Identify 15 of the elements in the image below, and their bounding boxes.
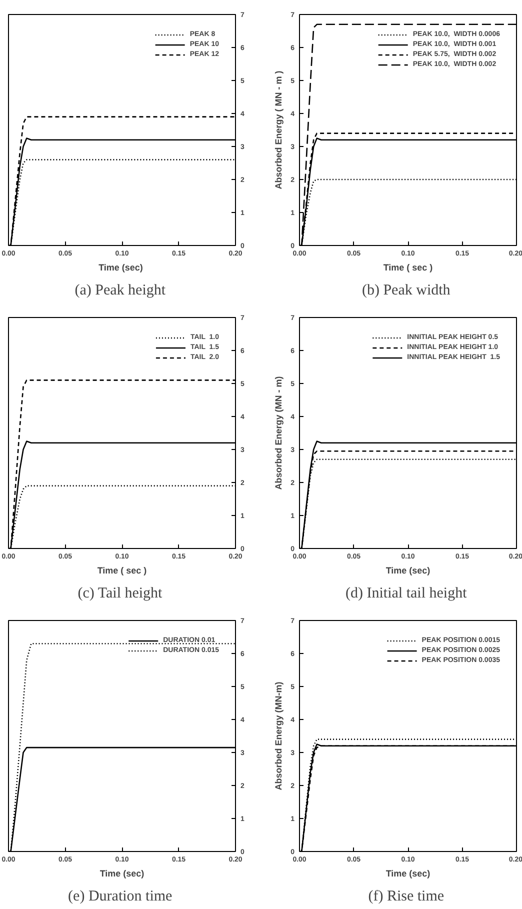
text: (d) Initial tail height — [346, 586, 468, 602]
text: (b) Peak width — [362, 282, 451, 298]
y-axis-title: Absorbed Energy (MN-m) — [274, 682, 284, 790]
text: (f) Rise time — [368, 888, 444, 904]
x-axis-title: Time (sec) — [98, 262, 143, 272]
text: (c) Tail height — [78, 586, 164, 602]
text: (a) Peak height — [74, 282, 166, 298]
x-axis-title: Time (sec) — [386, 566, 430, 576]
y-axis-title: Absorbed Energy ( MN - m ) — [274, 70, 284, 190]
x-axis-title: Time ( sec ) — [97, 566, 147, 576]
text: (e) Duration time — [68, 888, 173, 904]
x-axis-title: Time (sec) — [386, 868, 430, 878]
x-axis-title: Time ( sec ) — [383, 262, 433, 272]
y-axis-title: Absorbed Energy (MN - m) — [274, 376, 284, 490]
x-axis-title: Time (sec) — [100, 868, 144, 878]
